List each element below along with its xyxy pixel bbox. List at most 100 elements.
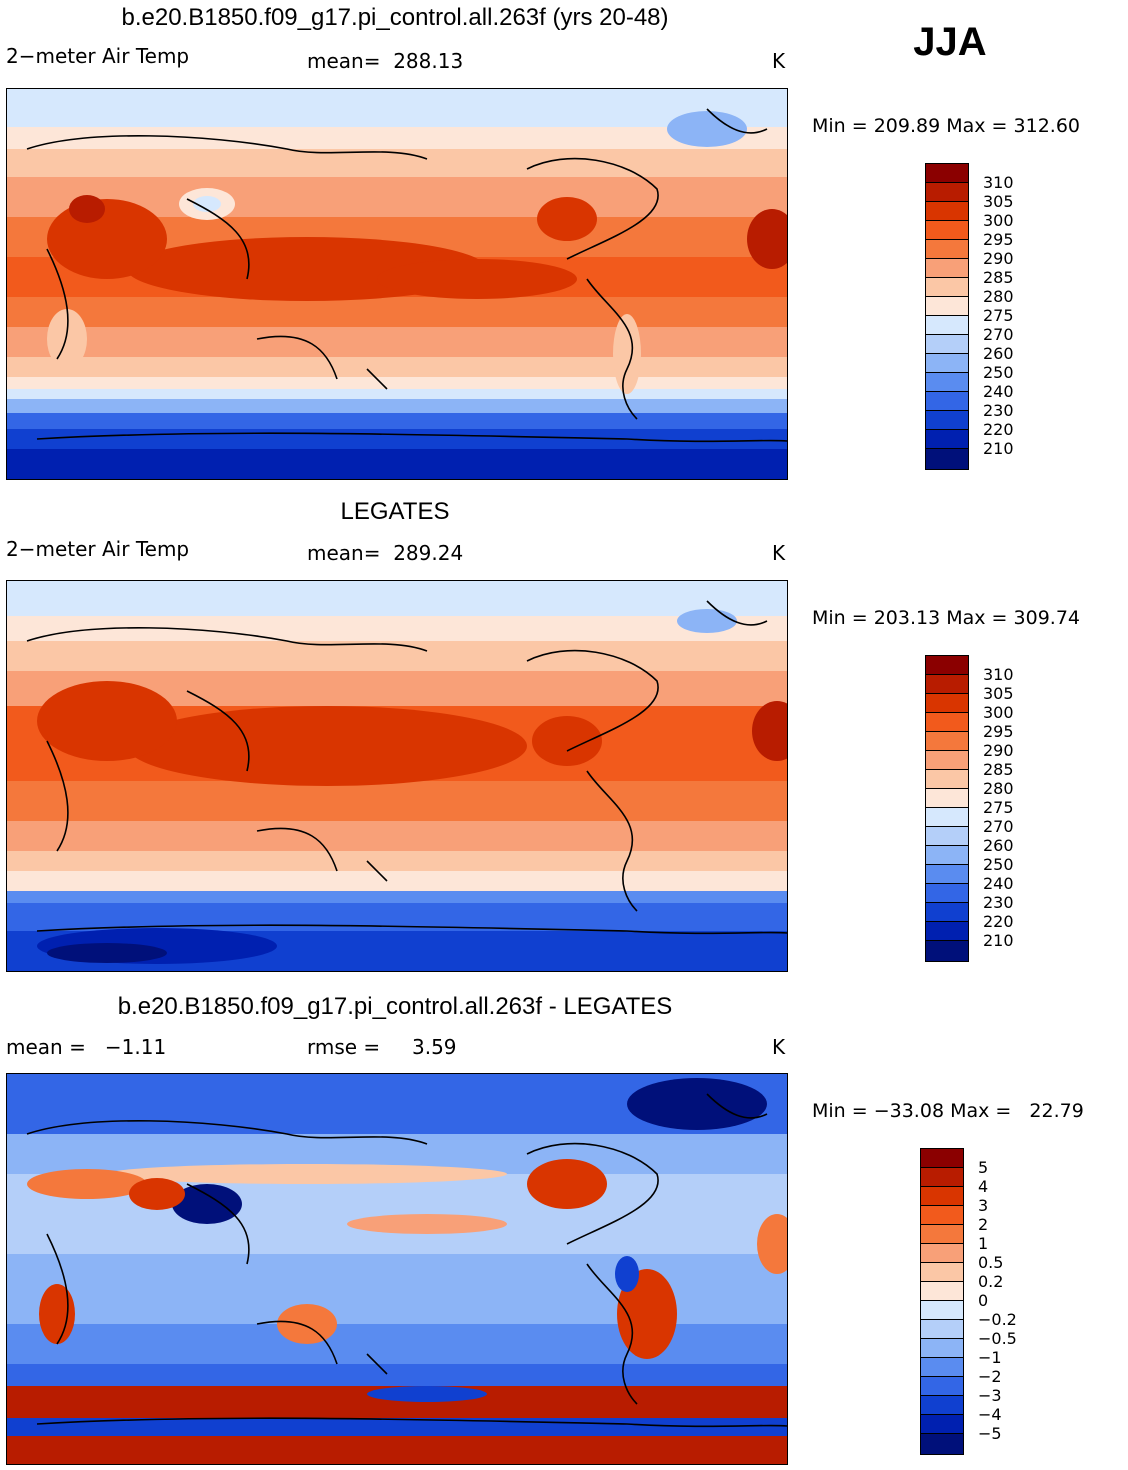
colorbar-swatch bbox=[925, 277, 969, 297]
colorbar-swatch bbox=[920, 1243, 964, 1263]
colorbar-swatch bbox=[925, 258, 969, 278]
season-label: JJA bbox=[913, 20, 987, 64]
colorbar-swatch bbox=[925, 429, 969, 449]
panel-2-map bbox=[6, 580, 788, 972]
colorbar-swatch bbox=[925, 845, 969, 865]
colorbar-swatch bbox=[925, 315, 969, 335]
colorbar-tick-label: −0.5 bbox=[978, 1329, 1017, 1348]
colorbar-swatch bbox=[925, 864, 969, 884]
colorbar-swatch bbox=[925, 940, 969, 962]
panel-2-title: LEGATES bbox=[340, 498, 450, 525]
panel-3-rmse-label: rmse = 3.59 bbox=[307, 1035, 457, 1059]
colorbar-swatch bbox=[920, 1186, 964, 1206]
colorbar-swatch bbox=[925, 693, 969, 713]
colorbar-tick-label: 0.5 bbox=[978, 1253, 1004, 1272]
colorbar-swatch bbox=[925, 902, 969, 922]
colorbar-swatch bbox=[925, 769, 969, 789]
colorbar-swatch bbox=[920, 1300, 964, 1320]
colorbar-tick-label: 240 bbox=[983, 874, 1014, 893]
panel-2-mean-label: mean= 289.24 bbox=[307, 541, 464, 565]
colorbar-swatch bbox=[925, 448, 969, 470]
colorbar-swatch bbox=[925, 655, 969, 675]
colorbar-tick-label: 0.2 bbox=[978, 1272, 1004, 1291]
colorbar-swatch bbox=[925, 883, 969, 903]
colorbar-tick-label: 2 bbox=[978, 1215, 989, 1234]
colorbar-swatch bbox=[925, 201, 969, 221]
panel-1-mean-label: mean= 288.13 bbox=[307, 49, 464, 73]
panel-3-min-max: Min = −33.08 Max = 22.79 bbox=[812, 1100, 1084, 1122]
colorbar-tick-label: 310 bbox=[983, 665, 1014, 684]
colorbar-swatch bbox=[925, 239, 969, 259]
panel-1-title: b.e20.B1850.f09_g17.pi_control.all.263f … bbox=[121, 4, 669, 31]
panel-1-min-max: Min = 209.89 Max = 312.60 bbox=[812, 115, 1080, 137]
colorbar-tick-label: 250 bbox=[983, 855, 1014, 874]
colorbar-swatch bbox=[925, 807, 969, 827]
colorbar-tick-label: 1 bbox=[978, 1234, 989, 1253]
panel-3-mean-label: mean = −1.11 bbox=[6, 1035, 167, 1059]
colorbar-tick-label: 230 bbox=[983, 893, 1014, 912]
colorbar-tick-label: 5 bbox=[978, 1158, 989, 1177]
colorbar-tick-label: 300 bbox=[983, 211, 1014, 230]
colorbar-swatch bbox=[920, 1319, 964, 1339]
colorbar-tick-label: 210 bbox=[983, 931, 1014, 950]
colorbar-tick-label: 290 bbox=[983, 741, 1014, 760]
colorbar-tick-label: 240 bbox=[983, 382, 1014, 401]
colorbar-swatch bbox=[920, 1205, 964, 1225]
colorbar-swatch bbox=[925, 391, 969, 411]
colorbar-swatch bbox=[925, 731, 969, 751]
colorbar-swatch bbox=[920, 1357, 964, 1377]
colorbar-tick-label: 300 bbox=[983, 703, 1014, 722]
colorbar-tick-label: −3 bbox=[978, 1386, 1002, 1405]
panel-1-units-label: K bbox=[772, 49, 786, 73]
colorbar-tick-label: 290 bbox=[983, 249, 1014, 268]
colorbar-tick-label: −1 bbox=[978, 1348, 1002, 1367]
colorbar-swatch bbox=[920, 1414, 964, 1434]
colorbar-tick-label: −2 bbox=[978, 1367, 1002, 1386]
colorbar-swatch bbox=[925, 220, 969, 240]
panel-3-units-label: K bbox=[772, 1035, 786, 1059]
panel-1-map bbox=[6, 88, 788, 480]
colorbar-tick-label: 220 bbox=[983, 912, 1014, 931]
colorbar-tick-label: 275 bbox=[983, 306, 1014, 325]
colorbar-tick-label: 270 bbox=[983, 817, 1014, 836]
colorbar-tick-label: 230 bbox=[983, 401, 1014, 420]
colorbar-swatch bbox=[925, 163, 969, 183]
colorbar-swatch bbox=[920, 1281, 964, 1301]
colorbar-swatch bbox=[920, 1395, 964, 1415]
colorbar-tick-label: 285 bbox=[983, 760, 1014, 779]
colorbar-swatch bbox=[920, 1167, 964, 1187]
colorbar-swatch bbox=[920, 1224, 964, 1244]
colorbar-tick-label: 275 bbox=[983, 798, 1014, 817]
colorbar-tick-label: 280 bbox=[983, 287, 1014, 306]
colorbar-tick-label: −5 bbox=[978, 1424, 1002, 1443]
colorbar-tick-label: 295 bbox=[983, 230, 1014, 249]
colorbar-tick-label: 250 bbox=[983, 363, 1014, 382]
colorbar-tick-label: 3 bbox=[978, 1196, 989, 1215]
panel-1-variable-label: 2−meter Air Temp bbox=[6, 44, 190, 68]
colorbar-tick-label: 280 bbox=[983, 779, 1014, 798]
colorbar-tick-label: 305 bbox=[983, 192, 1014, 211]
colorbar-swatch bbox=[920, 1262, 964, 1282]
colorbar-tick-label: 260 bbox=[983, 344, 1014, 363]
colorbar-swatch bbox=[925, 826, 969, 846]
colorbar-swatch bbox=[925, 712, 969, 732]
colorbar-tick-label: 210 bbox=[983, 439, 1014, 458]
colorbar-tick-label: 295 bbox=[983, 722, 1014, 741]
colorbar-tick-label: 305 bbox=[983, 684, 1014, 703]
panel-3-title: b.e20.B1850.f09_g17.pi_control.all.263f … bbox=[117, 993, 673, 1020]
colorbar-swatch bbox=[925, 296, 969, 316]
colorbar-tick-label: 0 bbox=[978, 1291, 989, 1310]
colorbar-swatch bbox=[925, 353, 969, 373]
colorbar-swatch bbox=[925, 410, 969, 430]
colorbar-swatch bbox=[920, 1338, 964, 1358]
colorbar-tick-label: 260 bbox=[983, 836, 1014, 855]
colorbar-swatch bbox=[925, 788, 969, 808]
colorbar-tick-label: 220 bbox=[983, 420, 1014, 439]
colorbar-tick-label: −0.2 bbox=[978, 1310, 1017, 1329]
colorbar-swatch bbox=[925, 372, 969, 392]
colorbar-swatch bbox=[925, 674, 969, 694]
colorbar-tick-label: 4 bbox=[978, 1177, 989, 1196]
colorbar-tick-label: 285 bbox=[983, 268, 1014, 287]
panel-2-variable-label: 2−meter Air Temp bbox=[6, 537, 190, 561]
panel-3-map bbox=[6, 1073, 788, 1465]
